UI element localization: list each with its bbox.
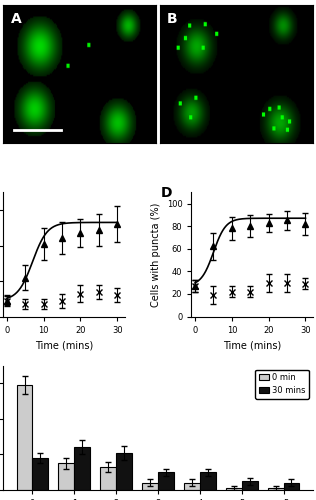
Bar [74,448,90,490]
Bar [184,483,200,490]
Bar [116,452,132,490]
Bar [242,481,258,490]
X-axis label: Time (mins): Time (mins) [223,340,281,350]
Bar [268,488,283,490]
Text: A: A [11,12,21,26]
Bar [142,483,158,490]
Bar [100,467,116,490]
Bar [226,488,242,490]
Legend: 0 min, 30 mins: 0 min, 30 mins [255,370,309,398]
Text: D: D [161,186,173,200]
Y-axis label: Cells with puncta (%): Cells with puncta (%) [151,202,161,306]
Bar [158,472,174,490]
Bar [33,458,48,490]
Bar [200,472,216,490]
Bar [58,464,74,490]
Bar [283,483,300,490]
Bar [16,385,33,490]
Text: B: B [167,12,178,26]
X-axis label: Time (mins): Time (mins) [35,340,93,350]
